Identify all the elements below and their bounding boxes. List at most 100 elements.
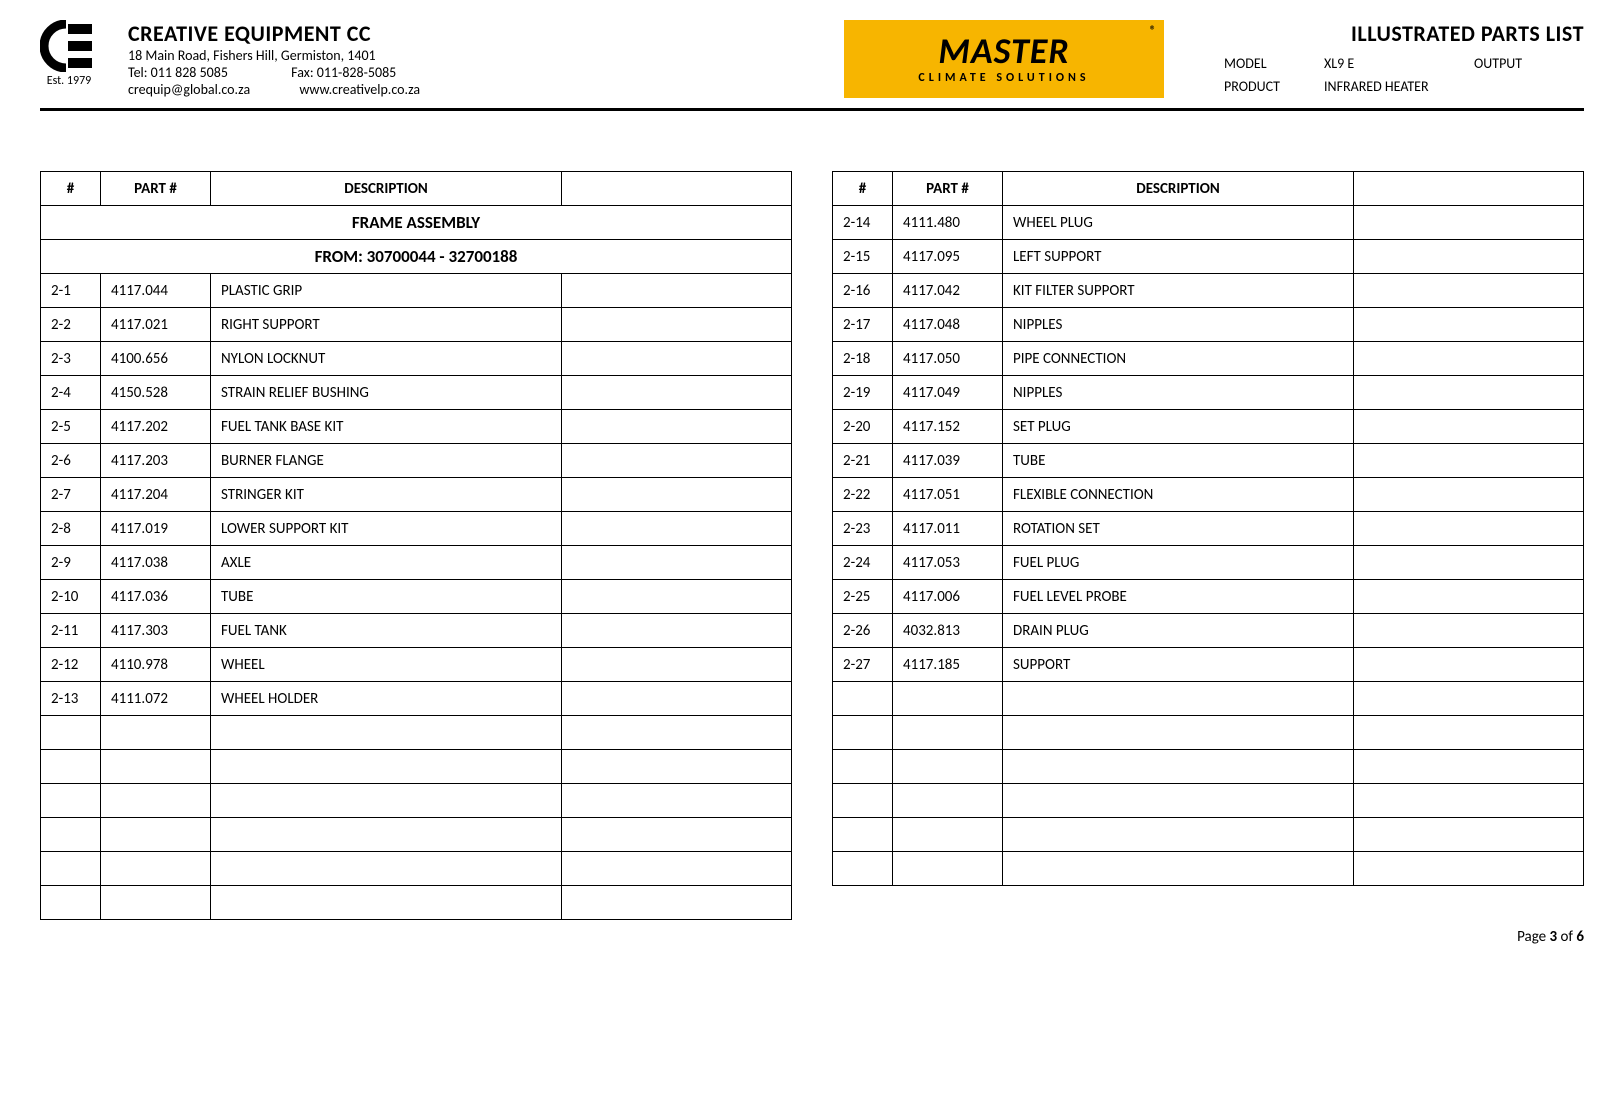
cell-num: 2-7: [41, 478, 101, 512]
table-row: [833, 818, 1584, 852]
cell-part: [893, 784, 1003, 818]
table-row: [41, 784, 792, 818]
table-row: 2-74117.204STRINGER KIT: [41, 478, 792, 512]
meta-grid: MODEL XL9 E OUTPUT PRODUCT INFRARED HEAT…: [1224, 55, 1584, 95]
cell-desc: LEFT SUPPORT: [1003, 240, 1354, 274]
section-row: FRAME ASSEMBLY: [41, 206, 792, 240]
cell-part: 4111.072: [101, 682, 211, 716]
cell-part: 4117.095: [893, 240, 1003, 274]
cell-part: 4117.044: [101, 274, 211, 308]
cell-part: 4117.053: [893, 546, 1003, 580]
master-subtitle: CLIMATE SOLUTIONS: [918, 71, 1089, 85]
parts-table-left: # PART # DESCRIPTION FRAME ASSEMBLYFROM:…: [40, 171, 792, 920]
cell-part: 4117.051: [893, 478, 1003, 512]
ce-logo-icon: [40, 20, 98, 72]
cell-desc: KIT FILTER SUPPORT: [1003, 274, 1354, 308]
cell-part: [101, 750, 211, 784]
cell-empty: [1354, 376, 1584, 410]
cell-desc: [211, 886, 562, 920]
th-desc: DESCRIPTION: [1003, 172, 1354, 206]
th-empty: [562, 172, 792, 206]
tel: Tel: 011 828 5085: [128, 64, 228, 81]
cell-part: 4117.038: [101, 546, 211, 580]
th-num: #: [833, 172, 893, 206]
cell-empty: [1354, 240, 1584, 274]
cell-empty: [562, 546, 792, 580]
cell-part: [101, 818, 211, 852]
section-label: FRAME ASSEMBLY: [41, 206, 792, 240]
cell-part: [101, 784, 211, 818]
product-value: INFRARED HEATER: [1324, 78, 1474, 95]
table-row: 2-124110.978WHEEL: [41, 648, 792, 682]
table-row: [833, 784, 1584, 818]
cell-desc: NYLON LOCKNUT: [211, 342, 562, 376]
cell-empty: [1354, 444, 1584, 478]
cell-empty: [1354, 784, 1584, 818]
cell-empty: [562, 410, 792, 444]
cell-num: 2-2: [41, 308, 101, 342]
cell-num: 2-12: [41, 648, 101, 682]
cell-empty: [1354, 478, 1584, 512]
company-web: crequip@global.co.za www.creativelp.co.z…: [128, 81, 420, 98]
cell-part: [893, 852, 1003, 886]
master-brand: MASTER: [938, 33, 1069, 69]
page-num: 3: [1550, 928, 1558, 946]
company-info: CREATIVE EQUIPMENT CC 18 Main Road, Fish…: [128, 20, 420, 98]
table-row: 2-244117.053FUEL PLUG: [833, 546, 1584, 580]
cell-empty: [562, 614, 792, 648]
cell-num: 2-18: [833, 342, 893, 376]
cell-desc: [211, 716, 562, 750]
cell-empty: [562, 376, 792, 410]
company-name: CREATIVE EQUIPMENT CC: [128, 20, 420, 47]
cell-num: 2-8: [41, 512, 101, 546]
table-row: [833, 682, 1584, 716]
cell-empty: [562, 274, 792, 308]
section-row: FROM: 30700044 - 32700188: [41, 240, 792, 274]
cell-desc: LOWER SUPPORT KIT: [211, 512, 562, 546]
table-row: 2-274117.185SUPPORT: [833, 648, 1584, 682]
cell-part: 4117.050: [893, 342, 1003, 376]
cell-part: [893, 750, 1003, 784]
cell-desc: NIPPLES: [1003, 308, 1354, 342]
table-row: [833, 852, 1584, 886]
cell-desc: [1003, 784, 1354, 818]
cell-desc: STRINGER KIT: [211, 478, 562, 512]
cell-part: 4117.202: [101, 410, 211, 444]
table-row: 2-184117.050PIPE CONNECTION: [833, 342, 1584, 376]
cell-num: 2-15: [833, 240, 893, 274]
cell-desc: [211, 784, 562, 818]
cell-empty: [562, 716, 792, 750]
cell-empty: [562, 852, 792, 886]
cell-part: 4117.021: [101, 308, 211, 342]
cell-part: [893, 682, 1003, 716]
cell-desc: [1003, 716, 1354, 750]
cell-desc: FUEL TANK BASE KIT: [211, 410, 562, 444]
cell-empty: [1354, 546, 1584, 580]
table-row: 2-214117.039TUBE: [833, 444, 1584, 478]
cell-num: 2-27: [833, 648, 893, 682]
table-row: [41, 886, 792, 920]
cell-num: [833, 682, 893, 716]
cell-part: 4117.185: [893, 648, 1003, 682]
cell-desc: [1003, 852, 1354, 886]
cell-empty: [1354, 716, 1584, 750]
cell-part: 4117.036: [101, 580, 211, 614]
cell-num: 2-17: [833, 308, 893, 342]
cell-num: 2-13: [41, 682, 101, 716]
table-row: [41, 716, 792, 750]
th-desc: DESCRIPTION: [211, 172, 562, 206]
cell-desc: SUPPORT: [1003, 648, 1354, 682]
table-row: [41, 750, 792, 784]
ce-logo: Est. 1979: [40, 20, 98, 88]
cell-empty: [1354, 648, 1584, 682]
table-row: 2-104117.036TUBE: [41, 580, 792, 614]
section-label: FROM: 30700044 - 32700188: [41, 240, 792, 274]
cell-num: [41, 784, 101, 818]
cell-desc: NIPPLES: [1003, 376, 1354, 410]
cell-desc: [211, 750, 562, 784]
cell-empty: [1354, 580, 1584, 614]
table-row: 2-254117.006FUEL LEVEL PROBE: [833, 580, 1584, 614]
cell-empty: [562, 342, 792, 376]
cell-num: 2-20: [833, 410, 893, 444]
cell-num: [41, 886, 101, 920]
